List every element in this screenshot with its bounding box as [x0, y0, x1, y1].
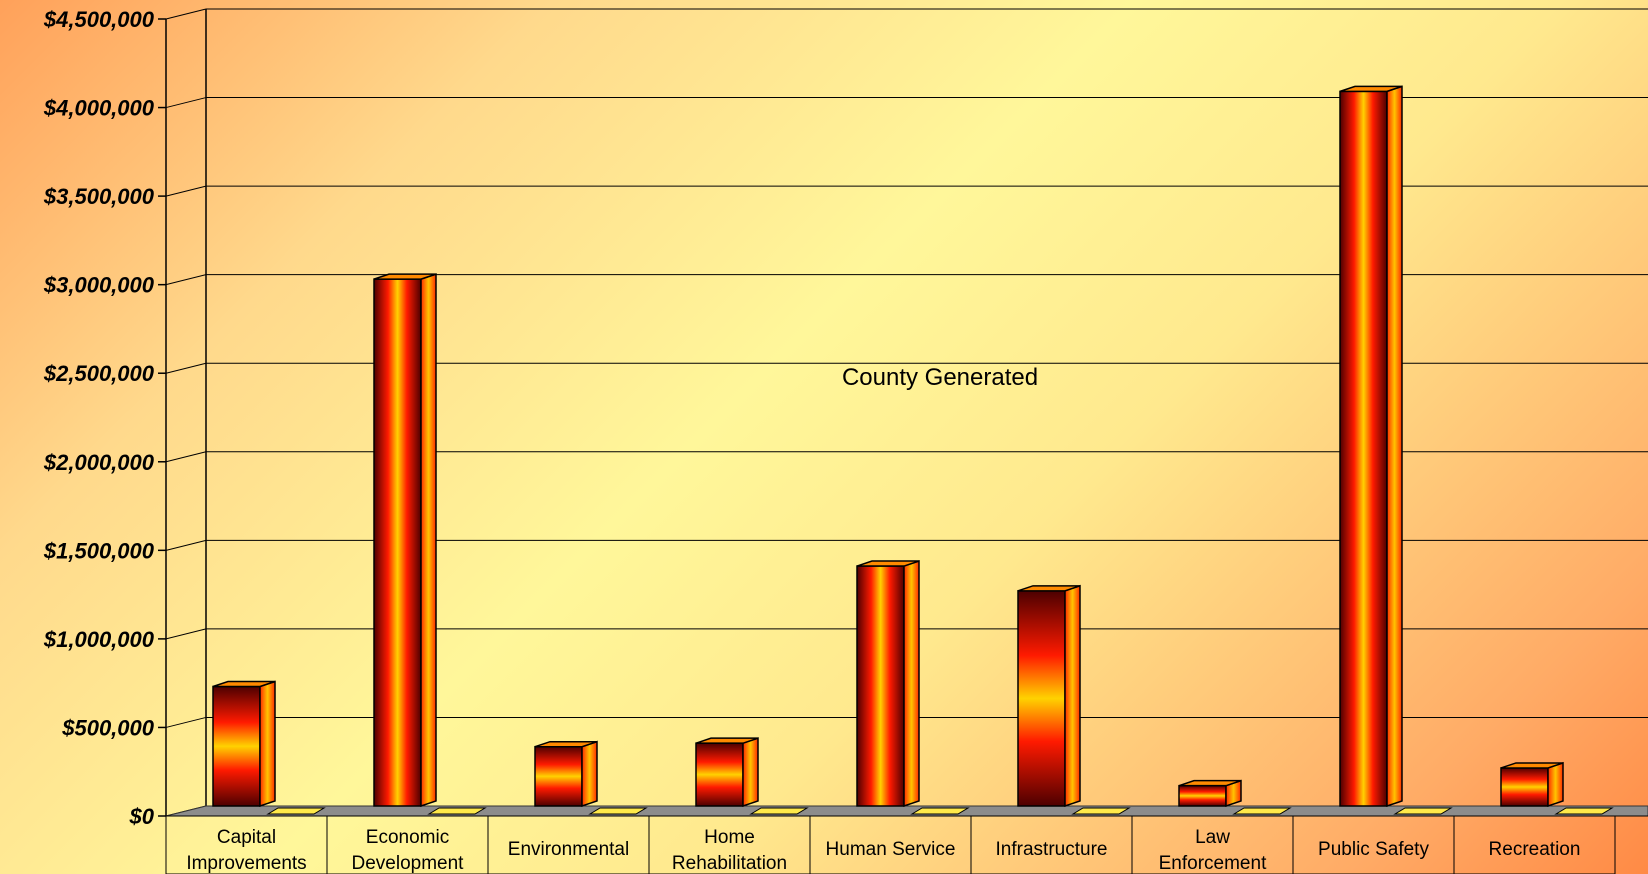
- bar-top: [1339, 85, 1403, 93]
- y-grid-slant: [165, 539, 207, 551]
- y-tick-label: $500,000: [61, 715, 155, 740]
- bar-zero-slab: [588, 807, 648, 815]
- bar: [212, 680, 276, 808]
- y-grid-slant: [165, 362, 207, 374]
- y-grid-slant: [165, 451, 207, 463]
- y-tick-label: $3,000,000: [43, 273, 155, 298]
- x-tick-label: Capital Improvements: [186, 827, 306, 874]
- x-tick-label-line: Economic: [366, 827, 449, 848]
- x-tick-label: Public Safety: [1318, 839, 1429, 860]
- x-tick-label: Home Rehabilitation: [672, 827, 787, 874]
- bar-top: [695, 737, 759, 744]
- bar-front: [1339, 90, 1388, 807]
- bar: [695, 737, 759, 808]
- y-tick-label: $2,500,000: [43, 361, 155, 386]
- x-tick-label: Recreation: [1489, 839, 1581, 860]
- y-tick-label: $4,000,000: [43, 96, 155, 121]
- bar-side: [742, 737, 759, 808]
- bar: [856, 560, 920, 808]
- x-tick-label-line: Development: [352, 853, 465, 874]
- bars: [212, 85, 1614, 815]
- x-tick-label-line: Home: [704, 827, 755, 848]
- bar-front: [1017, 590, 1066, 807]
- y-tick-label: $1,000,000: [43, 627, 155, 652]
- bar-top: [856, 560, 920, 567]
- bar-zero-slab: [910, 807, 970, 815]
- y-axis-ticks: $0 $500,000 $1,000,000 $1,500,000 $2,000,000…: [43, 7, 166, 829]
- x-tick-label: Environmental: [508, 839, 629, 860]
- bar-side: [581, 740, 598, 808]
- bar-front: [373, 278, 422, 807]
- bar-front: [1178, 784, 1227, 807]
- y-tick-label: $2,000,000: [43, 450, 155, 475]
- x-tick-label: Human Service: [826, 839, 956, 860]
- bar: [1500, 761, 1564, 808]
- y-tick-label: $1,500,000: [43, 538, 155, 563]
- x-tick-label: Infrastructure: [996, 839, 1108, 860]
- x-tick-label-line: Enforcement: [1159, 853, 1267, 874]
- y-tick-label: $4,500,000: [43, 7, 155, 32]
- bar-zero-slab: [1232, 807, 1292, 815]
- y-grid-slant: [165, 97, 207, 109]
- x-category-cell: [1453, 815, 1616, 874]
- bar-front: [856, 565, 905, 807]
- x-tick-label: Law Enforcement: [1159, 827, 1267, 874]
- bar: [373, 273, 437, 808]
- bar-side: [259, 680, 276, 808]
- x-tick-label-line: Law: [1195, 827, 1230, 848]
- y-grid-slant: [165, 185, 207, 197]
- bar-zero-slab: [1393, 807, 1453, 815]
- bar: [1339, 85, 1403, 808]
- y-tick-label: $3,500,000: [43, 184, 155, 209]
- bar: [1017, 584, 1081, 808]
- bar-side: [1547, 761, 1564, 808]
- bar-top: [373, 273, 437, 280]
- x-axis-table: Capital Improvements Economic Development En…: [165, 815, 1648, 874]
- x-tick-label-line: Capital: [217, 827, 276, 848]
- x-tick-label-line: Rehabilitation: [672, 853, 787, 874]
- y-grid-slant: [165, 8, 207, 20]
- y-tick-label: $0: [129, 804, 155, 829]
- annotation-label: County Generated: [842, 364, 1038, 391]
- bar-zero-slab: [427, 807, 487, 815]
- bar-top: [1017, 585, 1081, 592]
- bar-top: [534, 740, 598, 748]
- bar-zero-slab: [266, 807, 326, 815]
- y-grid-slant: [165, 716, 207, 728]
- y-grid-slant: [165, 628, 207, 640]
- bar-zero-slab: [1071, 807, 1131, 815]
- y-grid-slant: [165, 274, 207, 286]
- plot-grid: [165, 8, 1648, 817]
- bar-front: [1500, 767, 1549, 807]
- bar-front: [212, 685, 261, 807]
- x-tick-label-line: Improvements: [186, 853, 306, 874]
- bar-front: [534, 745, 583, 807]
- bar-zero-slab: [1554, 807, 1614, 815]
- bar-side: [420, 273, 437, 808]
- bar-front: [695, 742, 744, 807]
- bar-top: [212, 680, 276, 688]
- bar-side: [1386, 85, 1403, 808]
- bar: [534, 740, 598, 808]
- bar: [1178, 779, 1242, 808]
- x-tick-label: Economic Development: [352, 827, 465, 874]
- bar-side: [903, 560, 920, 808]
- bar-top: [1500, 762, 1564, 769]
- bar-zero-slab: [749, 807, 809, 815]
- bar-top: [1178, 779, 1242, 787]
- bar-side: [1064, 584, 1081, 808]
